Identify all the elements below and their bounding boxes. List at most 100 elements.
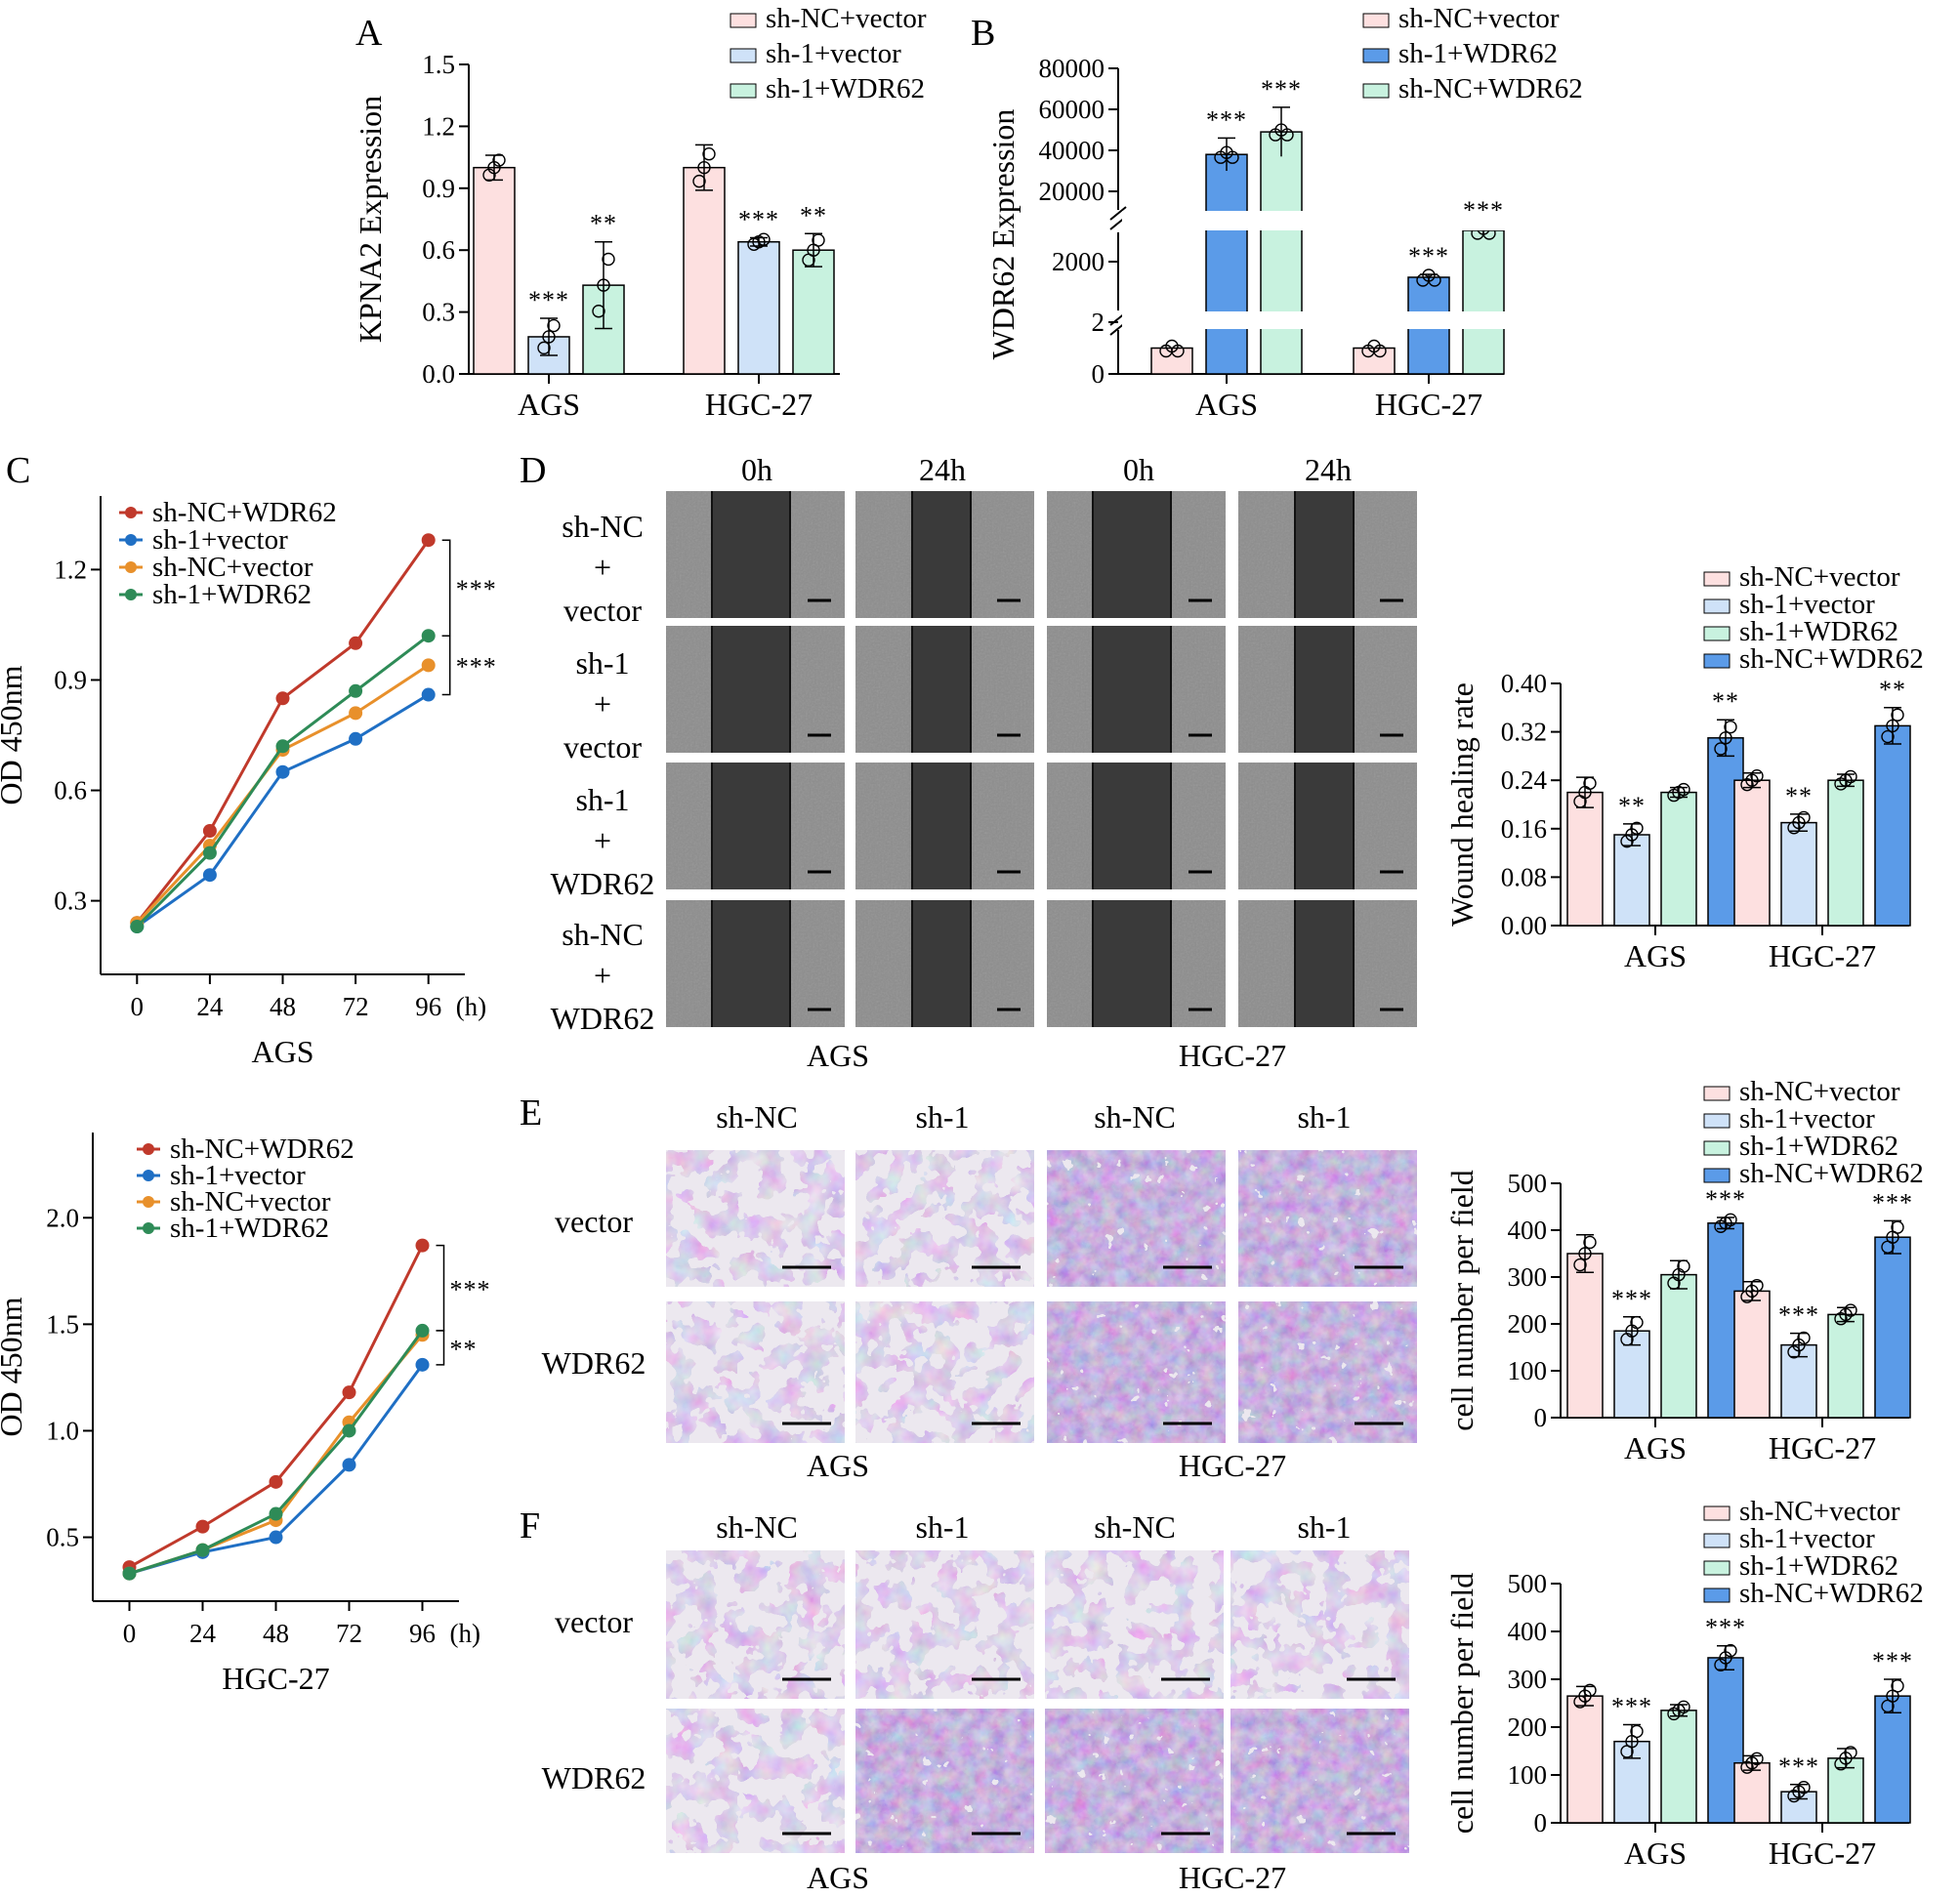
x-category-label: HGC-27 [705,387,813,422]
data-point [342,1385,356,1400]
axis-break-band [1122,311,1508,329]
bar [1733,1290,1771,1419]
data-point [275,691,290,706]
wound-gap [712,626,790,753]
replicate-point [1834,1312,1848,1326]
legend-marker [143,1196,154,1208]
y-tick-label: 1.2 [422,111,455,141]
data-point [269,1474,283,1489]
y-tick-label: 0.40 [1501,669,1547,698]
replicate-point [1630,1315,1644,1330]
legend-swatch [1703,1560,1731,1576]
legend-label: sh-NC+WDR62 [1739,1158,1924,1189]
panel-label-c: C [6,450,30,491]
bar [1660,1710,1697,1824]
d-row-label: + [594,686,611,722]
chart-e-migration: 0 100 200 300 400 500 cell number per field AGS… [1444,1076,1924,1465]
y-tick-label: 2.0 [46,1203,79,1232]
series-line [136,693,430,928]
legend-label: sh-1+vector [170,1160,306,1191]
significance-label: *** [1206,105,1247,134]
data-point [415,1357,430,1372]
stained-cells [855,1301,1034,1443]
panel-label-e: E [520,1093,542,1134]
d-row-label: sh-NC [562,509,644,544]
replicate-point [542,330,556,344]
wound-gap [1295,900,1354,1027]
y-tick-label: 0.9 [422,174,455,203]
bar [1874,1236,1911,1419]
e-col-header: sh-NC [1094,1099,1176,1134]
replicate-point [1792,1785,1806,1798]
f-row-label: vector [555,1604,633,1639]
replicate-point [1891,708,1904,722]
stained-cells [666,1301,845,1443]
legend-swatch [730,48,757,63]
series-line [136,635,430,928]
replicate-point [1226,150,1239,164]
replicate-point [1171,344,1185,358]
data-point [269,1506,283,1521]
x-tick-label: 48 [263,1619,289,1648]
chart-f-invasion: 0 100 200 300 400 500 cell number per field AGS… [1444,1496,1924,1871]
data-point [269,1530,283,1545]
stained-cells [1238,1150,1417,1287]
legend-swatch [1703,1140,1731,1156]
data-point [342,1423,356,1438]
wound-gap [1093,900,1171,1027]
replicate-point [492,153,506,167]
chart-c-hgc27: 0.5 1.0 1.5 2.0 0 24 48 72 96 (h) HGC-27 OD 450nm sh… [0,1133,490,1696]
data-point [415,1323,430,1338]
f-col-header: sh-1 [915,1509,969,1545]
legend-swatch [1703,626,1731,641]
legend-swatch [1703,571,1731,587]
panel-label-b: B [971,13,995,54]
significance-label: *** [456,575,497,603]
bar [792,249,835,375]
y-axis-label: Wound healing rate [1444,682,1480,927]
replicate-point [812,233,825,247]
bar [1462,229,1505,375]
y-axis-label: cell number per field [1444,1170,1480,1430]
replicate-point [547,318,561,333]
replicate-point [1839,1307,1853,1322]
legend-swatch [1703,598,1731,614]
significance-label: *** [1408,242,1449,270]
y-tick-label: 1.5 [46,1309,79,1339]
replicate-point [1891,1679,1904,1693]
f-col-header: sh-1 [1297,1509,1351,1545]
replicate-point [697,160,711,175]
stained-cells [1238,1301,1417,1443]
legend-label: sh-NC+WDR62 [152,497,337,528]
x-category-label: HGC-27 [1769,938,1876,973]
stained-cells [855,1150,1034,1287]
d-row-label: + [594,958,611,993]
legend-label: sh-1+WDR62 [1739,1131,1898,1162]
y-tick-label: 60000 [1039,95,1105,124]
significance-label: *** [1705,1614,1746,1642]
legend-label: sh-1+vector [152,524,288,556]
y-tick-label: 500 [1508,1169,1548,1198]
data-point [421,658,436,673]
replicate-point [1797,1331,1811,1345]
significance-label: ** [590,210,617,238]
legend-label: sh-NC+vector [152,552,313,583]
stained-cells [855,1709,1034,1853]
legend-label: sh-NC+WDR62 [170,1134,354,1165]
significance-label: *** [1611,1693,1652,1721]
f-col-header: sh-NC [716,1509,798,1545]
x-tick-label: 24 [189,1619,217,1648]
y-tick-label: 0.3 [422,298,455,327]
y-tick-label: 0.3 [54,887,87,916]
d-row-label: + [594,550,611,585]
significance-label: ** [1785,782,1813,810]
invasion-image-grid: sh-NC sh-1 sh-NC sh-1 vector WDR62 AGS H… [542,1509,1409,1895]
replicate-point [482,168,496,182]
legend-label: sh-1+vector [1739,589,1875,620]
replicate-point [487,160,501,175]
stained-cells [1047,1301,1226,1443]
bar [1827,1313,1864,1419]
legend-label: sh-NC+vector [1739,1496,1900,1527]
bar [1566,1253,1604,1419]
